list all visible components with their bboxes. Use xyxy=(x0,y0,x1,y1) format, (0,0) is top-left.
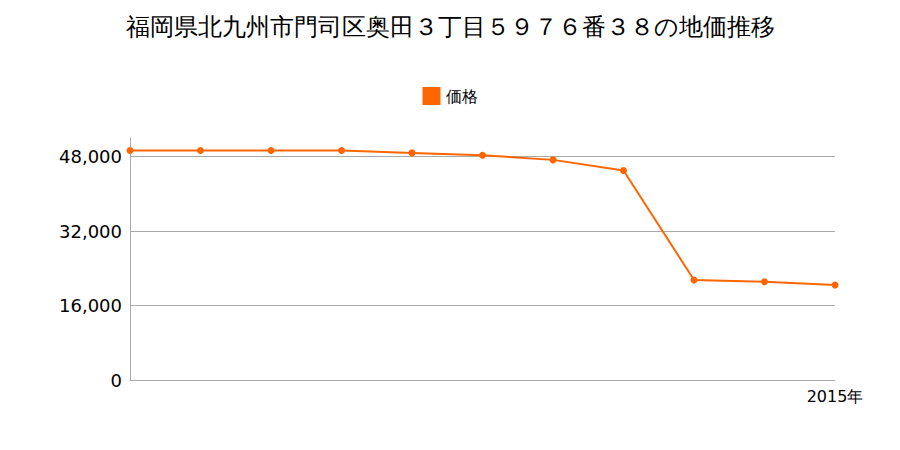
svg-text:福岡県北九州市門司区奥田３丁目５９７６番３８の地価推移: 福岡県北九州市門司区奥田３丁目５９７６番３８の地価推移 xyxy=(126,13,775,41)
svg-text:48,000: 48,000 xyxy=(59,146,122,167)
svg-text:2015年: 2015年 xyxy=(807,387,864,406)
svg-text:価格: 価格 xyxy=(446,87,478,106)
svg-text:16,000: 16,000 xyxy=(59,295,122,316)
svg-text:32,000: 32,000 xyxy=(59,221,122,242)
svg-text:0: 0 xyxy=(111,370,122,391)
